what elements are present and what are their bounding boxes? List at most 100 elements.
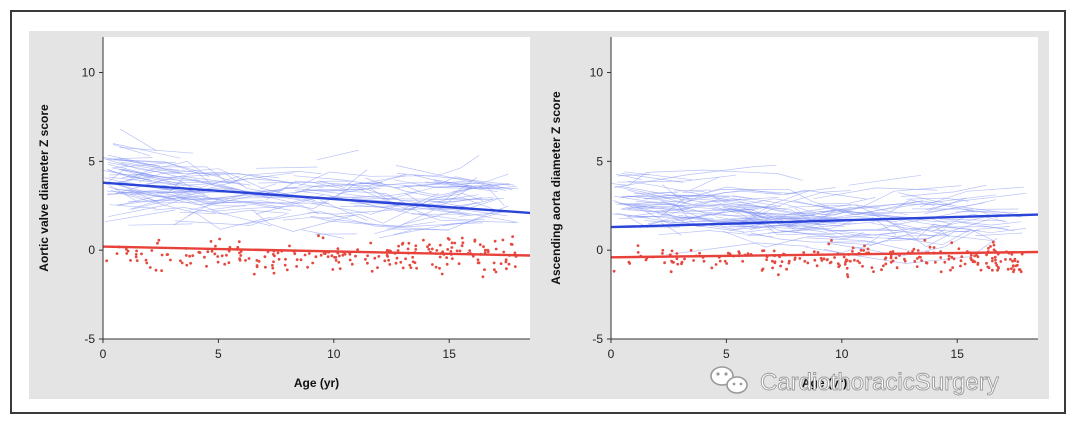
- trajectory-line: [794, 207, 951, 232]
- fitted-trend-upper-line: [611, 213, 1038, 229]
- scatter-point: [920, 259, 923, 262]
- scatter-point: [916, 249, 920, 252]
- scatter-point: [692, 259, 695, 262]
- trajectory-line: [945, 215, 991, 227]
- scatter-point: [698, 251, 701, 255]
- scatter-point: [348, 252, 352, 256]
- scatter-point: [870, 266, 874, 269]
- scatter-point: [350, 262, 354, 266]
- trajectory-line: [401, 209, 463, 225]
- x-tick-label: 10: [327, 347, 341, 361]
- scatter-point: [777, 273, 780, 277]
- scatter-point: [415, 266, 418, 270]
- y-tick-label: 5: [88, 154, 95, 168]
- scatter-point: [198, 251, 202, 255]
- trajectory-line: [104, 209, 176, 223]
- trajectory-line: [906, 197, 969, 202]
- trajectory-line: [119, 147, 194, 154]
- trajectory-line: [617, 174, 736, 183]
- scatter-point: [612, 269, 616, 273]
- scatter-point: [255, 265, 259, 269]
- scatter-point: [669, 270, 673, 274]
- scatter-point: [445, 262, 449, 266]
- scatter-point: [973, 254, 977, 258]
- scatter-point: [135, 249, 139, 253]
- y-tick-label: 0: [596, 243, 603, 257]
- scatter-point: [129, 259, 132, 262]
- trajectory-line: [737, 198, 906, 222]
- scatter-point: [947, 257, 951, 261]
- scatter-point: [976, 263, 980, 266]
- scatter-point: [787, 259, 791, 263]
- trajectory-line: [120, 128, 157, 151]
- scatter-point: [322, 251, 326, 255]
- trajectory-line: [396, 180, 507, 192]
- trajectory-line: [107, 154, 322, 185]
- trajectory-line: [456, 186, 519, 190]
- scatter-point: [858, 261, 861, 265]
- trajectory-line: [611, 169, 803, 186]
- scatter-point: [203, 255, 206, 259]
- scatter-point: [486, 248, 490, 252]
- trajectory-line: [108, 159, 245, 187]
- trajectory-line: [806, 224, 950, 240]
- scatter-point: [264, 265, 267, 269]
- trajectory-line: [308, 208, 428, 216]
- scatter-point: [411, 260, 415, 264]
- trajectory-line: [396, 173, 515, 186]
- scatter-point: [430, 247, 434, 251]
- scatter-point: [272, 260, 275, 264]
- scatter-point: [473, 239, 477, 243]
- scatter-point: [513, 251, 517, 255]
- trajectory-line: [673, 189, 712, 192]
- scatter-point: [845, 266, 849, 270]
- scatter-point: [987, 246, 990, 250]
- scatter-point: [741, 259, 745, 263]
- scatter-point: [863, 244, 866, 248]
- scatter-point: [354, 254, 357, 258]
- trajectory-line: [665, 242, 809, 256]
- scatter-point: [762, 249, 766, 253]
- scatter-point: [299, 258, 303, 262]
- scatter-point: [714, 263, 718, 266]
- trajectory-line: [732, 195, 816, 214]
- chart-ascending-aorta: -5 0 5 10 0 5 10 15 Age (yr) Ascending aorta diam…: [549, 37, 1038, 390]
- scatter-point: [780, 260, 784, 263]
- trajectory-line: [130, 193, 284, 208]
- scatter-point: [276, 251, 280, 255]
- scatter-point: [458, 249, 462, 253]
- scatter-point: [765, 258, 768, 261]
- scatter-point: [963, 262, 967, 266]
- scatter-point: [943, 260, 947, 264]
- scatter-point: [661, 252, 664, 255]
- trajectory-line: [251, 209, 356, 232]
- scatter-point: [206, 250, 210, 254]
- trajectory-line: [890, 234, 994, 242]
- trajectory-line: [750, 232, 876, 243]
- scatter-point: [636, 244, 640, 248]
- scatter-point: [923, 238, 927, 242]
- y-axis-title: Ascending aorta diameter Z score: [549, 91, 563, 285]
- scatter-point: [793, 258, 797, 261]
- scatter-point: [950, 241, 954, 245]
- scatter-point: [492, 261, 496, 265]
- scatter-point: [483, 268, 486, 271]
- y-axis-title: Aortic valve diameter Z score: [37, 104, 51, 272]
- scatter-point: [502, 250, 506, 254]
- trajectory-line: [442, 211, 502, 227]
- scatter-point: [499, 262, 503, 265]
- trajectory-line: [620, 209, 725, 216]
- trajectory-line: [109, 204, 157, 209]
- scatter-point: [399, 260, 403, 264]
- trajectory-line: [107, 190, 140, 194]
- trajectory-line: [256, 166, 318, 169]
- scatter-point: [986, 265, 990, 269]
- scatter-point: [449, 250, 453, 253]
- trajectory-line: [108, 163, 158, 177]
- scatter-point: [819, 256, 823, 260]
- x-tick-label: 5: [723, 347, 730, 361]
- scatter-point: [431, 263, 434, 266]
- trajectory-line: [677, 196, 750, 204]
- scatter-point: [1016, 260, 1020, 263]
